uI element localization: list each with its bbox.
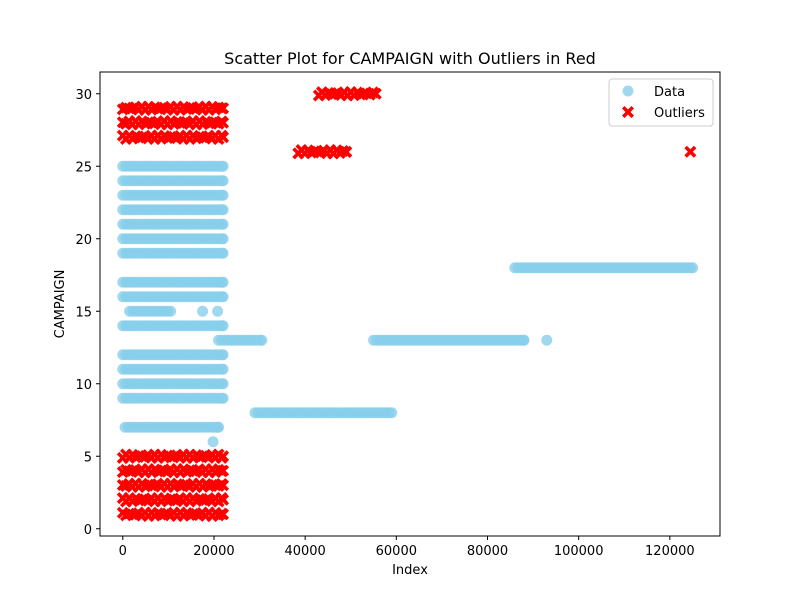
outlier-point <box>217 479 230 492</box>
y-tick-label: 25 <box>75 160 92 175</box>
outlier-point <box>340 145 353 158</box>
data-point <box>212 305 224 317</box>
data-point <box>213 421 225 433</box>
outlier-point <box>217 450 230 463</box>
x-tick-label: 100000 <box>554 544 604 559</box>
x-tick-label: 0 <box>119 544 127 559</box>
data-point <box>386 407 398 419</box>
data-point <box>217 204 229 216</box>
data-layer <box>117 160 699 448</box>
data-point <box>541 334 553 346</box>
data-point <box>207 436 219 448</box>
data-point <box>256 334 268 346</box>
data-point <box>217 276 229 288</box>
data-point <box>217 363 229 375</box>
data-point <box>217 247 229 259</box>
y-axis-label: CAMPAIGN <box>53 270 68 339</box>
x-tick-label: 40000 <box>284 544 325 559</box>
data-point <box>217 160 229 172</box>
chart-title: Scatter Plot for CAMPAIGN with Outliers … <box>224 49 596 68</box>
x-axis: 0 20000 40000 60000 80000 100000 120000 <box>119 536 695 559</box>
data-point <box>165 305 177 317</box>
outlier-point <box>217 116 230 129</box>
data-point <box>217 189 229 201</box>
y-axis: 0 5 10 15 20 25 30 <box>75 88 100 538</box>
x-tick-label: 20000 <box>193 544 234 559</box>
y-tick-label: 15 <box>75 305 92 320</box>
y-tick-label: 20 <box>75 233 92 248</box>
outlier-point <box>217 508 230 521</box>
x-tick-label: 60000 <box>376 544 417 559</box>
outlier-point <box>217 464 230 477</box>
data-point <box>217 233 229 245</box>
y-tick-label: 10 <box>75 378 92 393</box>
data-point <box>217 175 229 187</box>
legend-box <box>608 78 714 127</box>
outlier-point <box>217 102 230 115</box>
data-point <box>217 218 229 230</box>
outlier-layer <box>116 86 697 522</box>
data-point <box>217 349 229 361</box>
data-point <box>217 320 229 332</box>
y-tick-label: 30 <box>75 88 92 103</box>
data-point <box>217 378 229 390</box>
outlier-point <box>684 145 697 158</box>
legend-outliers-label: Outliers <box>654 106 705 121</box>
x-axis-label: Index <box>392 563 428 578</box>
y-tick-label: 5 <box>84 450 92 465</box>
legend-data-marker <box>622 85 634 97</box>
legend-outlier-marker <box>622 106 634 118</box>
legend: Data Outliers <box>608 78 714 127</box>
outlier-point <box>217 493 230 506</box>
outlier-point <box>369 87 382 100</box>
y-tick-label: 0 <box>84 523 92 538</box>
data-point <box>687 262 699 274</box>
legend-data-label: Data <box>654 85 685 100</box>
data-point <box>217 291 229 303</box>
outlier-point <box>217 131 230 144</box>
x-tick-label: 80000 <box>467 544 508 559</box>
data-point <box>197 305 209 317</box>
x-tick-label: 120000 <box>645 544 695 559</box>
data-point <box>518 334 530 346</box>
data-point <box>217 392 229 404</box>
plot-frame <box>99 71 721 537</box>
